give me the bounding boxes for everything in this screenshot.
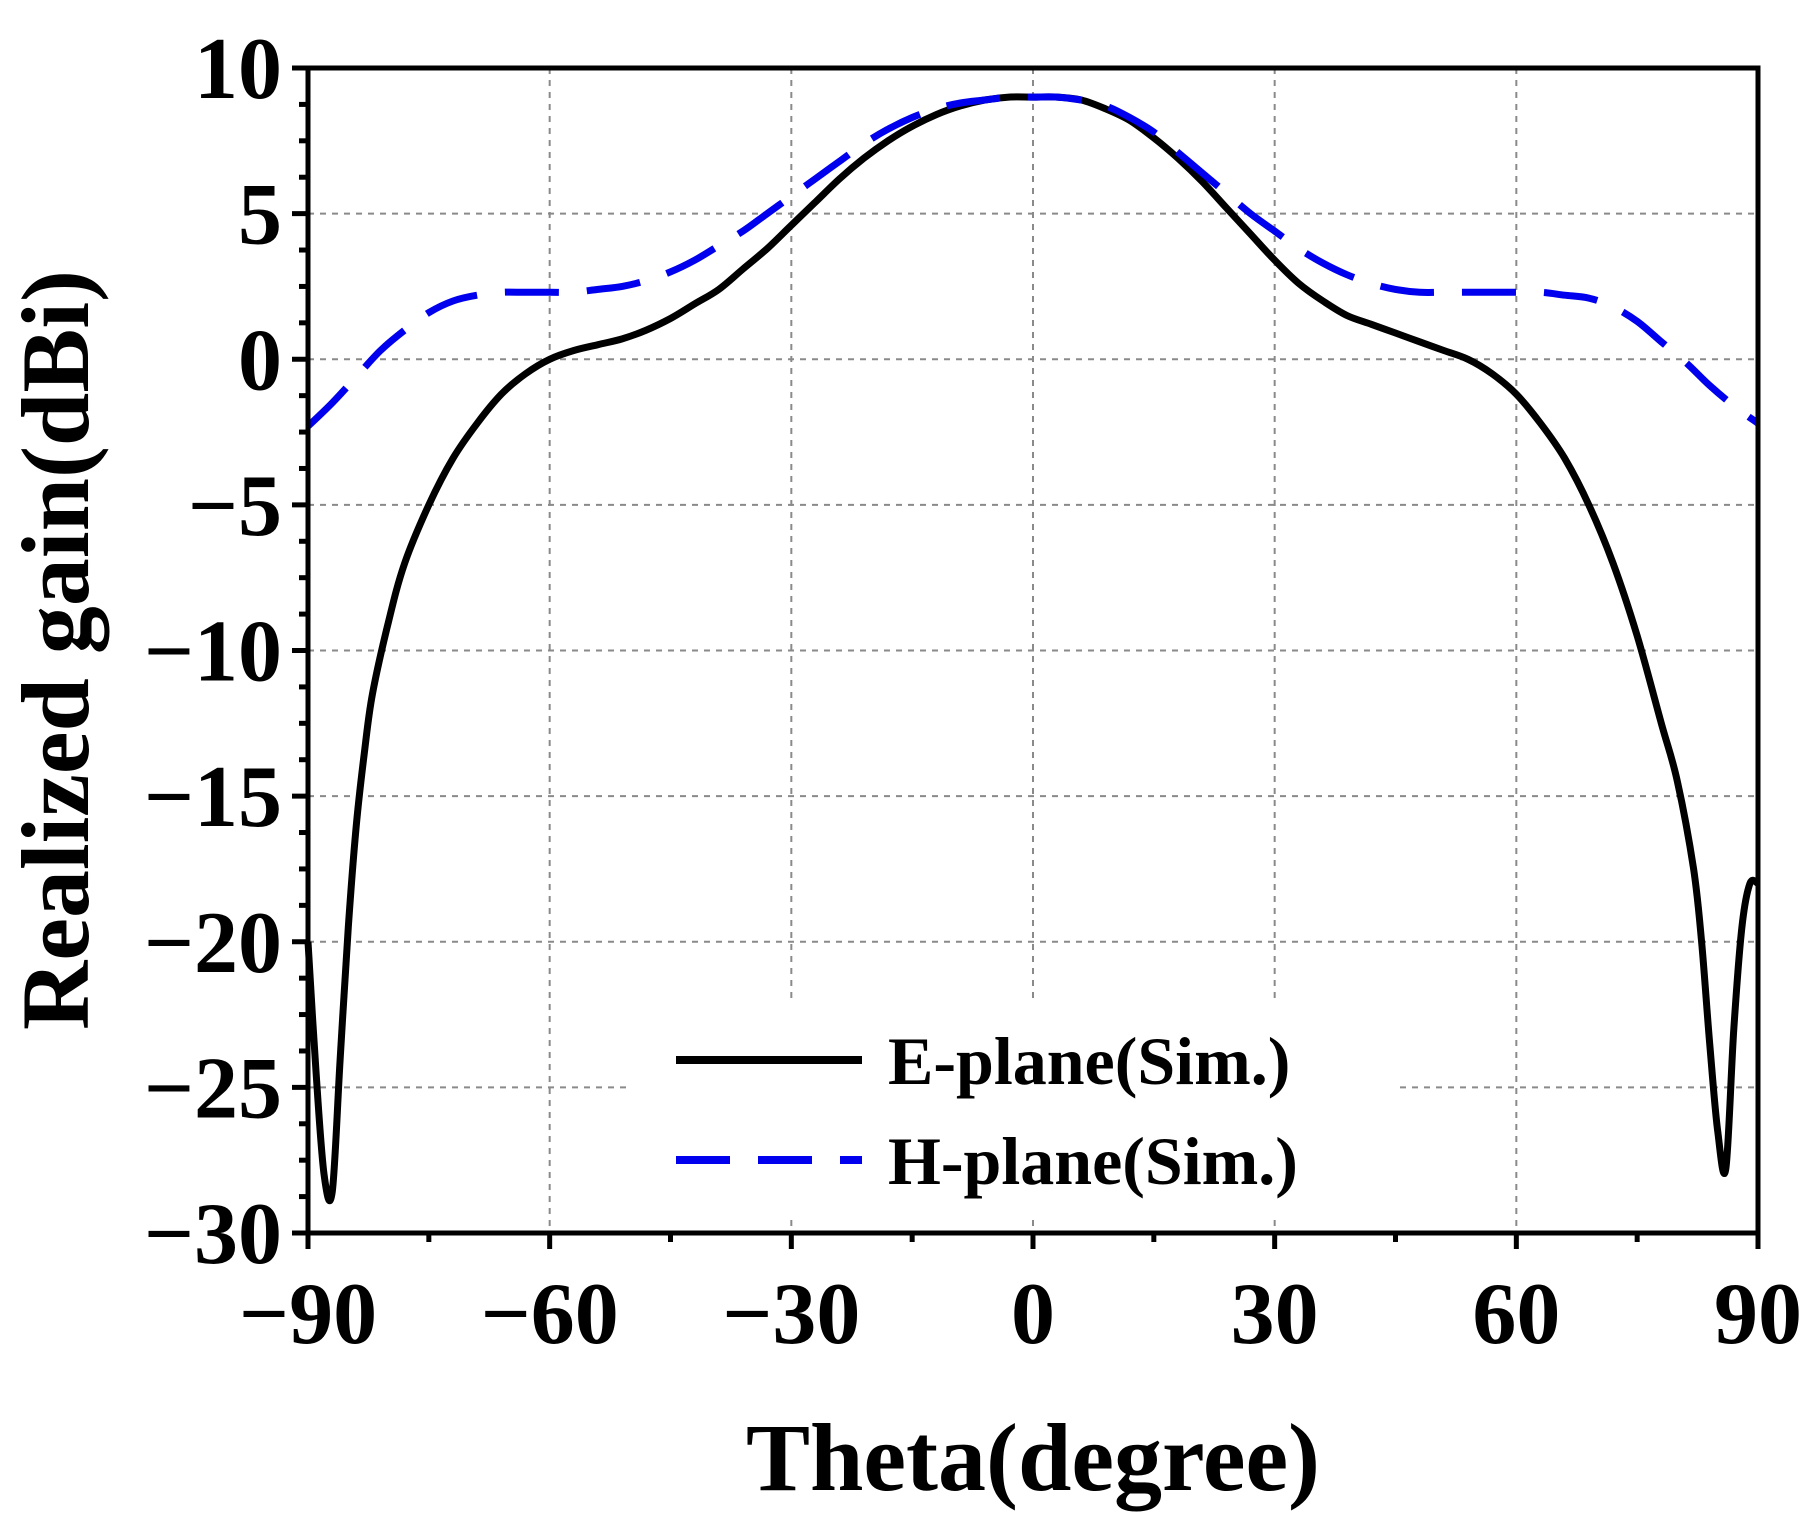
y-tick-label: −30: [144, 1186, 282, 1283]
y-tick-label: 10: [194, 21, 282, 118]
tick-labels: −90 −60 −30 0 30 60 90 −30 −25 −20 −15 −10 −5 0 5 10: [144, 21, 1802, 1363]
y-tick-label: −5: [188, 458, 282, 555]
axis-ticks: [292, 65, 1761, 1249]
x-tick-label: −60: [481, 1266, 619, 1363]
series-lines: [304, 93, 1761, 1204]
y-tick-label: −15: [144, 749, 282, 846]
y-tick-label: −20: [144, 895, 282, 992]
y-tick-label: 0: [238, 312, 282, 409]
x-tick-label: −30: [722, 1266, 860, 1363]
legend-background: [630, 1000, 1400, 1220]
legend-label-e-plane: E-plane(Sim.): [888, 1023, 1290, 1099]
legend: E-plane(Sim.) H-plane(Sim.): [630, 1000, 1400, 1220]
x-axis-title: Theta(degree): [746, 1404, 1320, 1511]
x-tick-label: 30: [1231, 1266, 1319, 1363]
h-plane-line: [305, 93, 1761, 429]
x-tick-label: 90: [1714, 1266, 1802, 1363]
legend-label-h-plane: H-plane(Sim.): [888, 1123, 1298, 1199]
y-tick-label: 5: [238, 167, 282, 264]
x-tick-label: 0: [1011, 1266, 1055, 1363]
y-tick-label: −10: [144, 604, 282, 701]
y-tick-label: −25: [144, 1040, 282, 1137]
x-tick-label: 60: [1472, 1266, 1560, 1363]
y-axis-title: Realized gain(dBi): [2, 270, 109, 1030]
x-tick-label: −90: [239, 1266, 377, 1363]
